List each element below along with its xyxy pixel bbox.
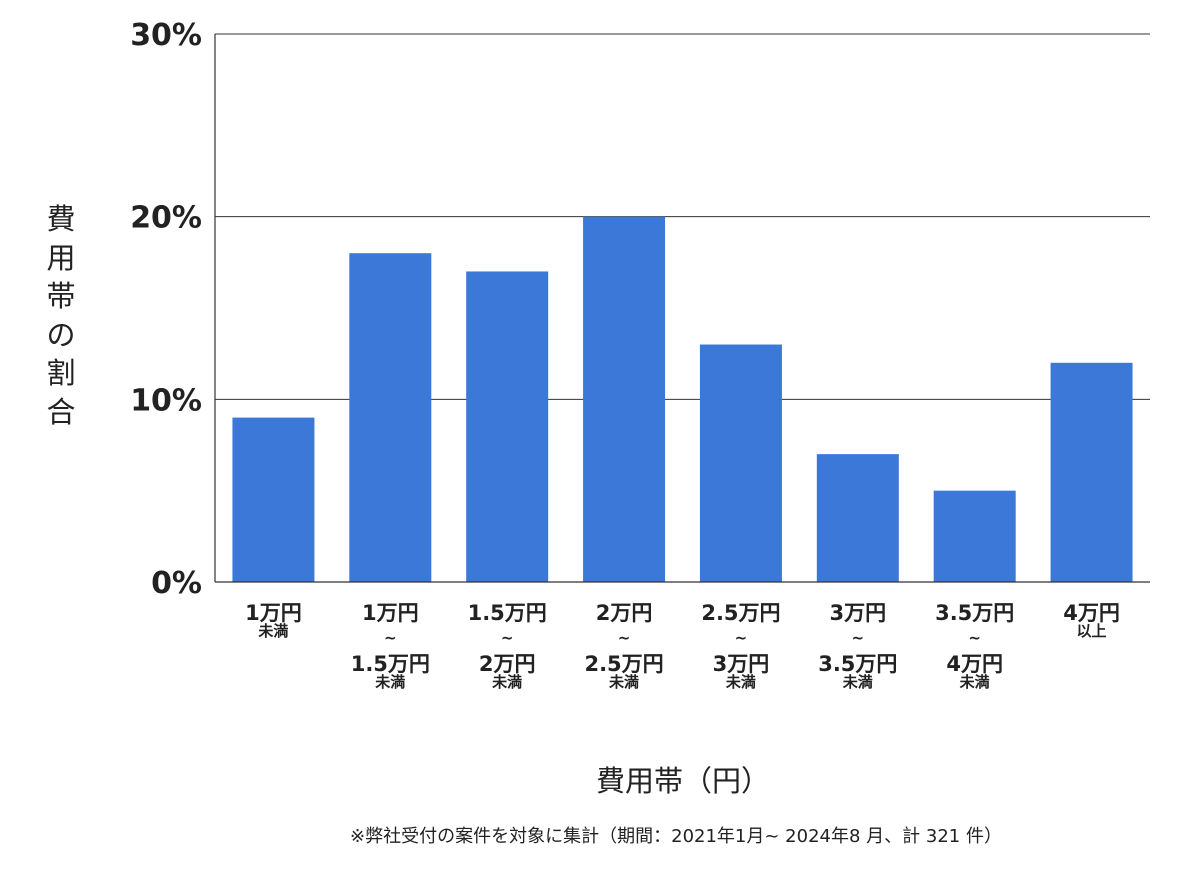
x-category-suffix: 未満 bbox=[257, 622, 288, 640]
x-category-suffix: 未満 bbox=[608, 673, 639, 691]
y-axis-label-char: の bbox=[46, 317, 76, 352]
y-axis-label: 費用帯の割合 bbox=[38, 200, 84, 431]
x-category-labels: 1万円未満1万円~1.5万円未満1.5万円~2万円未満2万円~2.5万円未満2.… bbox=[245, 601, 1120, 691]
x-category-label: 3万円 bbox=[713, 652, 770, 676]
y-axis-label-char: 割 bbox=[46, 356, 76, 390]
x-category-suffix: 未満 bbox=[842, 673, 873, 691]
x-category-label: 1万円 bbox=[362, 601, 419, 625]
bar bbox=[1050, 362, 1133, 582]
bar bbox=[583, 216, 666, 582]
x-category-suffix: 未満 bbox=[374, 673, 405, 691]
x-category-label: 3.5万円 bbox=[935, 601, 1014, 625]
y-axis-label-char: 費 bbox=[46, 202, 76, 236]
x-category-suffix: 未満 bbox=[959, 673, 990, 691]
x-axis-label: 費用帯（円） bbox=[595, 764, 770, 798]
x-category-label: 2.5万円 bbox=[584, 652, 663, 676]
x-category-range-mark: ~ bbox=[384, 629, 397, 647]
x-category-label: 2万円 bbox=[479, 652, 536, 676]
bar bbox=[699, 344, 782, 582]
y-axis-label-char: 合 bbox=[46, 394, 76, 429]
x-category-label: 4万円 bbox=[1063, 601, 1120, 625]
y-tick-label: 10% bbox=[130, 383, 202, 418]
bar bbox=[466, 271, 549, 582]
footnote: ※弊社受付の案件を対象に集計（期間：2021年1月~ 2024年8 月、計 32… bbox=[350, 826, 1002, 847]
x-category-suffix: 以上 bbox=[1077, 622, 1107, 640]
x-category-label: 1.5万円 bbox=[351, 652, 430, 676]
x-category-range-mark: ~ bbox=[501, 629, 514, 647]
x-category-range-mark: ~ bbox=[852, 629, 865, 647]
y-axis-label-char: 用 bbox=[46, 240, 76, 275]
x-category-range-mark: ~ bbox=[735, 629, 748, 647]
x-category-range-mark: ~ bbox=[968, 629, 981, 647]
bar bbox=[933, 490, 1016, 582]
y-axis-label-char: 帯 bbox=[46, 279, 76, 313]
y-tick-label: 30% bbox=[130, 18, 202, 53]
y-tick-label: 0% bbox=[151, 566, 202, 601]
bar bbox=[349, 253, 432, 582]
x-category-label: 1.5万円 bbox=[468, 601, 547, 625]
bar bbox=[816, 454, 899, 582]
x-category-label: 2.5万円 bbox=[701, 601, 780, 625]
y-tick-label: 20% bbox=[130, 201, 202, 236]
x-category-label: 1万円 bbox=[245, 601, 302, 625]
x-category-label: 4万円 bbox=[946, 652, 1003, 676]
x-category-label: 3万円 bbox=[830, 601, 887, 625]
x-category-label: 3.5万円 bbox=[818, 652, 897, 676]
x-category-label: 2万円 bbox=[596, 601, 653, 625]
x-category-range-mark: ~ bbox=[618, 629, 631, 647]
y-tick-labels: 0% 10% 20% 30% bbox=[130, 18, 202, 601]
x-category-suffix: 未満 bbox=[725, 673, 756, 691]
bars bbox=[232, 216, 1133, 582]
x-category-suffix: 未満 bbox=[491, 673, 522, 691]
bar bbox=[232, 417, 315, 582]
